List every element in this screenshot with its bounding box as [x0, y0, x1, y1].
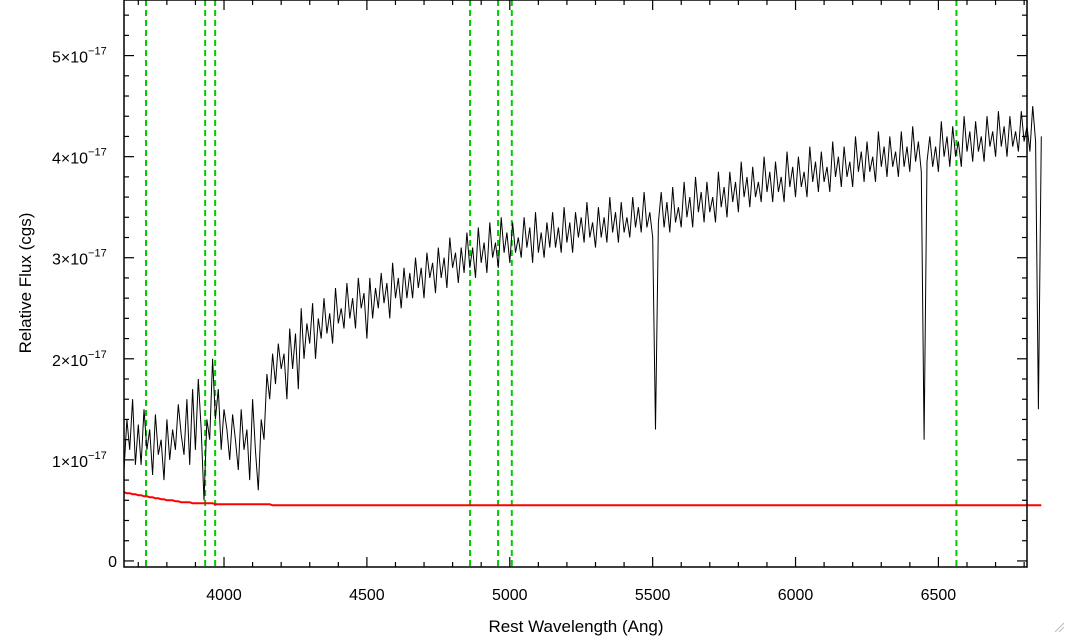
- y-tick-label: 3×10−17: [52, 248, 107, 269]
- spectrum-series: [123, 106, 1042, 507]
- x-tick-label: 4000: [206, 587, 242, 604]
- y-tick-exponent: −17: [88, 248, 107, 260]
- x-axis-ticks: 4000 4500 5000 5500 6000 6500: [137, 0, 1025, 604]
- y-axis-title: Relative Flux (cgs): [16, 213, 35, 354]
- y-tick-mantissa: 5×10: [52, 50, 88, 67]
- plot-border: [123, 0, 1028, 568]
- y-tick-label: 4×10−17: [52, 147, 107, 168]
- y-tick-mantissa: 2×10: [52, 353, 88, 370]
- resize-grip-icon[interactable]: [1053, 621, 1065, 633]
- reference-lines: [145, 0, 958, 567]
- y-tick-label: 0: [108, 554, 117, 571]
- series-line-2: [123, 491, 1042, 507]
- y-tick-mantissa: 1×10: [52, 454, 88, 471]
- y-tick-mantissa: 3×10: [52, 252, 88, 269]
- x-tick-label: 6500: [921, 587, 957, 604]
- y-tick-exponent: −17: [88, 46, 107, 58]
- x-tick-label: 5500: [635, 587, 671, 604]
- x-tick-label: 5000: [492, 587, 528, 604]
- plot-frame: [123, 0, 1028, 568]
- y-axis-ticks: 01×10−172×10−173×10−174×10−175×10−17: [52, 14, 1027, 571]
- x-tick-label: 6000: [778, 587, 814, 604]
- x-tick-label: 4500: [349, 587, 385, 604]
- y-tick-label: 2×10−17: [52, 349, 107, 370]
- series-line-1: [123, 106, 1042, 501]
- y-tick-label: 5×10−17: [52, 46, 107, 67]
- y-tick-exponent: −17: [88, 450, 107, 462]
- x-axis-title: Rest Wavelength (Ang): [488, 617, 663, 636]
- y-tick-label: 1×10−17: [52, 450, 107, 471]
- y-tick-exponent: −17: [88, 349, 107, 361]
- y-tick-exponent: −17: [88, 147, 107, 159]
- y-tick-mantissa: 4×10: [52, 151, 88, 168]
